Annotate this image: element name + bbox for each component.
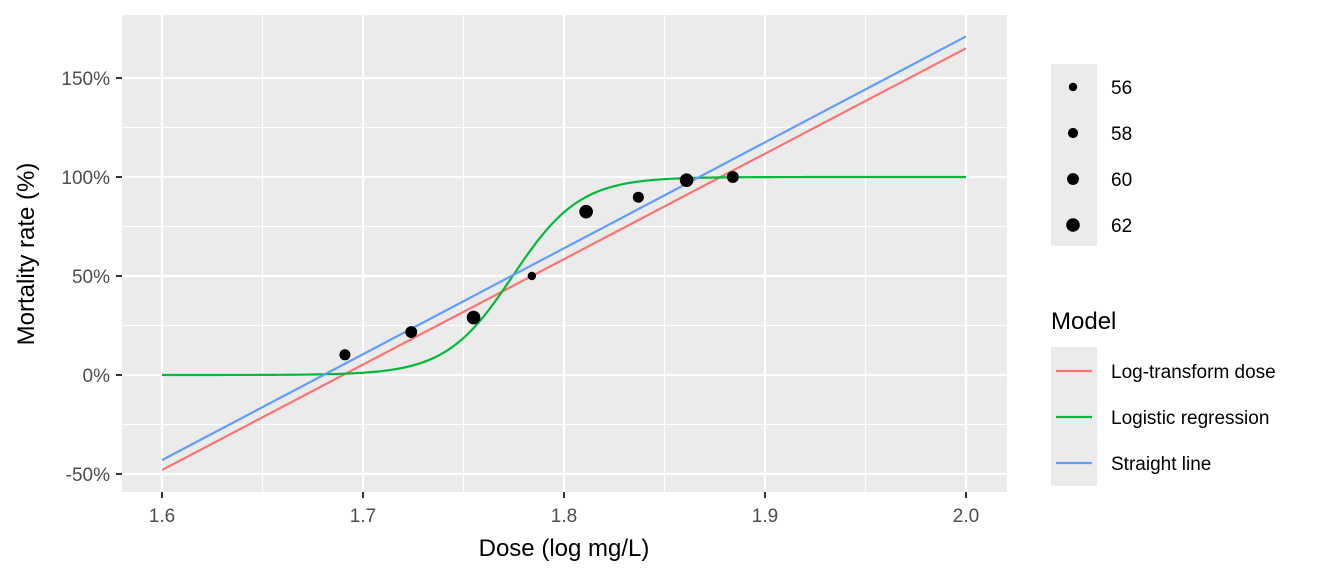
data-points: [339, 171, 739, 361]
data-point: [632, 191, 644, 203]
y-axis-title: Mortality rate (%): [13, 163, 40, 346]
model-lines: [161, 35, 967, 472]
x-tick-label: 1.7: [350, 506, 376, 527]
color-legend: Model Log-transform dose Logistic regress…: [1051, 308, 1276, 486]
y-tick-label: 0%: [83, 366, 111, 387]
color-legend-title: Model: [1051, 308, 1116, 335]
color-legend-label: Log-transform dose: [1111, 362, 1276, 383]
size-legend-key: [1067, 173, 1079, 185]
data-point: [339, 349, 351, 361]
y-axis: -50% 0% 50% 100% 150%: [61, 69, 122, 486]
data-point: [405, 326, 418, 338]
model-line: [161, 35, 967, 462]
size-legend-key: [1068, 82, 1078, 92]
model-line: [162, 175, 966, 377]
color-legend-label: Logistic regression: [1111, 408, 1269, 429]
data-point: [679, 173, 694, 187]
y-tick-label: -50%: [66, 465, 110, 486]
size-legend-label: 60: [1111, 170, 1132, 191]
color-legend-label: Straight line: [1111, 454, 1211, 475]
y-tick-label: 100%: [61, 168, 110, 189]
major-gridlines: [122, 15, 1007, 492]
data-point: [466, 310, 481, 325]
y-tick-label: 50%: [72, 267, 110, 288]
size-legend-key: [1066, 218, 1080, 232]
y-tick-label: 150%: [61, 69, 110, 90]
x-axis: 1.6 1.7 1.8 1.9 2.0: [149, 492, 979, 527]
model-line: [161, 47, 967, 472]
x-tick-label: 1.6: [149, 506, 175, 527]
size-legend-key: [1067, 127, 1079, 139]
x-tick-label: 1.8: [551, 506, 577, 527]
data-point: [527, 271, 537, 281]
data-point: [579, 204, 593, 219]
x-axis-title: Dose (log mg/L): [479, 535, 650, 562]
data-point: [726, 171, 739, 183]
size-legend-label: 58: [1111, 124, 1132, 145]
size-legend-keys-background: [1051, 64, 1097, 246]
x-tick-label: 1.9: [752, 506, 778, 527]
size-legend: 56 58 60 62: [1051, 64, 1132, 246]
size-legend-label: 62: [1111, 216, 1132, 237]
x-tick-label: 2.0: [953, 506, 979, 527]
size-legend-label: 56: [1111, 78, 1132, 99]
